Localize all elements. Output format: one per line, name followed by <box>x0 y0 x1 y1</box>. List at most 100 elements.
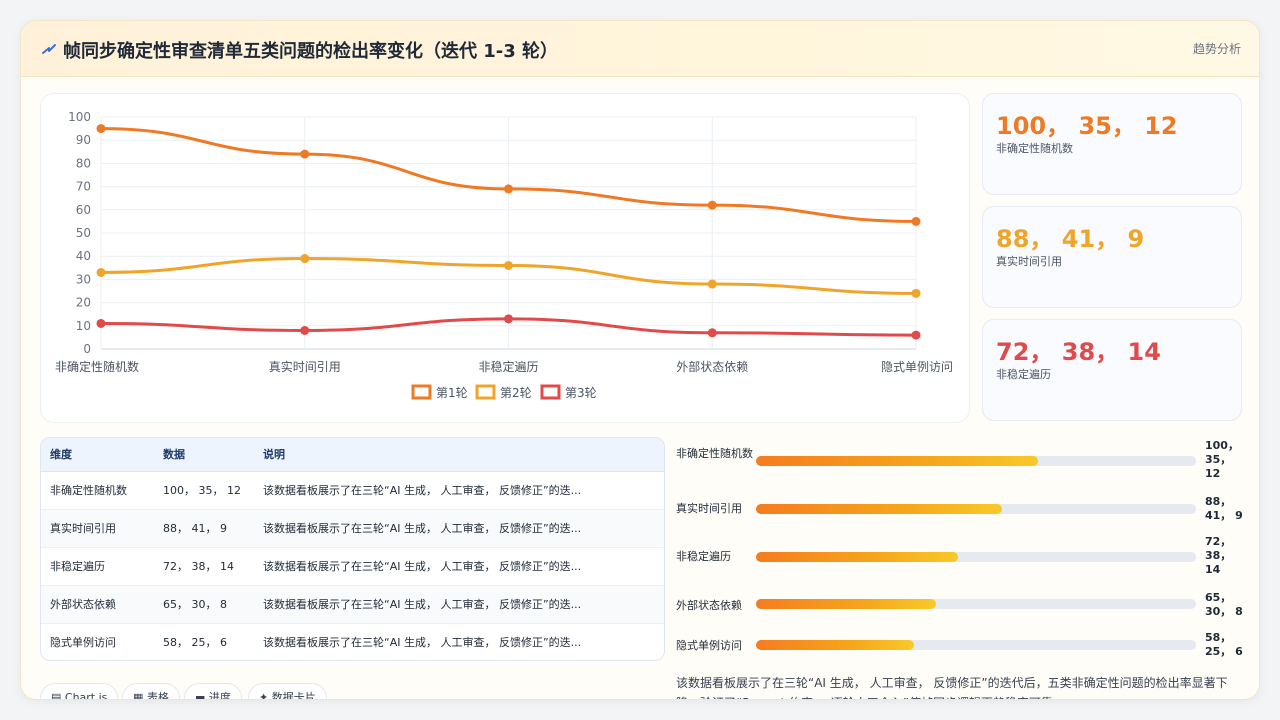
table-row: 外部状态依赖 65， 30， 8 该数据看板展示了在三轮“AI 生成， 人工审查… <box>41 585 664 624</box>
x-tick-label: 隐式单例访问 <box>881 360 953 374</box>
table-cell: 隐式单例访问 <box>50 636 116 650</box>
stat-label: 真实时间引用 <box>996 255 1062 268</box>
data-point <box>707 279 717 289</box>
progress-label: 外部状态依赖 <box>676 599 742 612</box>
progress-track <box>756 504 1196 514</box>
data-point <box>707 200 717 210</box>
progress-track <box>756 552 1196 562</box>
progress-row-random: 非确定性随机数 100， 35， 12 <box>676 439 1246 489</box>
y-tick-label: 30 <box>76 272 91 286</box>
progress-row-external: 外部状态依赖 65， 30， 8 <box>676 589 1246 625</box>
table-row: 非确定性随机数 100， 35， 12 该数据看板展示了在三轮“AI 生成， 人… <box>41 471 664 510</box>
y-tick-label: 90 <box>76 133 91 147</box>
chip-table[interactable]: ▦ 表格 <box>122 683 180 700</box>
data-point <box>96 124 106 134</box>
header-bar: 帧同步确定性审查清单五类问题的检出率变化（迭代 1-3 轮） 趋势分析 <box>21 21 1259 77</box>
table-cell: 该数据看板展示了在三轮“AI 生成， 人工审查， 反馈修正”的迭... <box>254 585 664 624</box>
progress-track <box>756 456 1196 466</box>
chip-label: 进度 <box>208 691 231 700</box>
table-cell: 88， 41， 9 <box>154 509 254 548</box>
table-header-row: 维度 数据 说明 <box>41 438 664 472</box>
progress-value: 88， 41， 9 <box>1205 495 1243 522</box>
table-cell: 该数据看板展示了在三轮“AI 生成， 人工审查， 反馈修正”的迭... <box>263 636 582 650</box>
table-cell: 外部状态依赖 <box>41 585 154 624</box>
data-point <box>96 318 106 328</box>
data-table: 维度 数据 说明 非确定性随机数 100， 35， 12 该数据看板展示了在三轮… <box>41 438 664 660</box>
table-row: 隐式单例访问 58， 25， 6 该数据看板展示了在三轮“AI 生成， 人工审查… <box>41 623 664 660</box>
progress-label: 非确定性随机数 <box>676 447 753 460</box>
y-tick-label: 40 <box>76 249 91 263</box>
data-point <box>911 330 921 340</box>
table-header-cell: 维度 <box>41 438 154 472</box>
table-row: 真实时间引用 88， 41， 9 该数据看板展示了在三轮“AI 生成， 人工审查… <box>41 509 664 548</box>
y-tick-label: 20 <box>76 296 91 310</box>
progress-label: 非稳定遍历 <box>676 550 731 563</box>
table-cell: 该数据看板展示了在三轮“AI 生成， 人工审查， 反馈修正”的迭... <box>254 509 664 548</box>
table-cell: 真实时间引用 <box>41 509 154 548</box>
data-point <box>300 254 310 264</box>
data-table-card: 维度 数据 说明 非确定性随机数 100， 35， 12 该数据看板展示了在三轮… <box>40 437 665 661</box>
progress-track <box>756 599 1196 609</box>
chip-icon: ▬ <box>195 691 209 700</box>
data-point <box>96 267 106 277</box>
table-row: 非稳定遍历 72， 38， 14 该数据看板展示了在三轮“AI 生成， 人工审查… <box>41 547 664 586</box>
x-tick-label: 外部状态依赖 <box>676 359 748 374</box>
chip-label: Chart.js <box>64 691 108 700</box>
stat-value: 100， 35， 12 <box>996 112 1178 140</box>
table-cell: 非确定性随机数 <box>41 471 154 510</box>
progress-fill <box>756 504 1003 514</box>
stat-label: 非确定性随机数 <box>996 142 1073 155</box>
table-cell: 该数据看板展示了在三轮“AI 生成， 人工审查， 反馈修正”的迭... <box>254 547 664 586</box>
table-cell: 该数据看板展示了在三轮“AI 生成， 人工审查， 反馈修正”的迭... <box>254 471 664 510</box>
progress-label: 隐式单例访问 <box>676 639 742 652</box>
table-cell: 72， 38， 14 <box>154 547 254 586</box>
table-cell: 非稳定遍历 <box>41 547 154 586</box>
data-point <box>911 288 921 298</box>
lightning-icon <box>42 44 56 54</box>
y-tick-label: 100 <box>68 110 91 124</box>
chip-label: 数据卡片 <box>271 691 316 700</box>
stat-value: 72， 38， 14 <box>996 338 1161 366</box>
progress-row-time: 真实时间引用 88， 41， 9 <box>676 495 1246 531</box>
stat-card-random: 100， 35， 12 非确定性随机数 <box>982 93 1242 195</box>
data-point <box>504 184 513 194</box>
table-cell: 65， 30， 8 <box>154 585 254 624</box>
data-point <box>707 328 717 338</box>
summary-text: 该数据看板展示了在三轮“AI 生成， 人工审查， 反馈修正”的迭代后，五类非确定… <box>676 676 1228 699</box>
legend-swatch <box>411 384 432 400</box>
progress-value: 100， 35， 12 <box>1205 439 1239 480</box>
chip-chartjs[interactable]: ▤ Chart.js <box>40 683 119 700</box>
table-cell: 100， 35， 12 <box>154 471 254 510</box>
progress-fill <box>756 552 959 562</box>
progress-value: 58， 25， 6 <box>1205 631 1243 658</box>
legend-label: 第3轮 <box>565 386 597 400</box>
x-tick-label: 非确定性随机数 <box>55 359 139 374</box>
progress-track <box>756 640 1196 650</box>
dashboard-panel: 帧同步确定性审查清单五类问题的检出率变化（迭代 1-3 轮） 趋势分析 0 10 2… <box>20 20 1260 700</box>
chip-icon: ✦ <box>259 691 272 700</box>
y-tick-label: 50 <box>76 226 91 240</box>
legend-label: 第1轮 <box>436 386 468 400</box>
chip-data-card[interactable]: ✦ 数据卡片 <box>248 683 327 700</box>
page-title: 帧同步确定性审查清单五类问题的检出率变化（迭代 1-3 轮） <box>63 41 559 62</box>
chip-icon: ▦ <box>133 691 147 700</box>
table-cell: 58， 25， 6 <box>163 636 227 650</box>
chip-progress[interactable]: ▬ 进度 <box>184 683 242 700</box>
table-header-cell: 说明 <box>254 438 664 472</box>
chip-icon: ▤ <box>51 691 65 700</box>
data-point <box>300 325 310 335</box>
line-chart-card: 0 10 20 30 40 50 60 70 80 90 100 非确定性随机数 真实时间引用 非稳定遍历… <box>40 93 970 423</box>
legend-label: 第2轮 <box>500 386 532 400</box>
trend-analysis-link[interactable]: 趋势分析 <box>1192 42 1241 56</box>
data-point <box>504 260 513 270</box>
progress-label: 真实时间引用 <box>676 502 742 515</box>
progress-value: 72， 38， 14 <box>1205 535 1232 576</box>
progress-fill <box>756 599 937 609</box>
legend-swatch <box>540 384 561 400</box>
y-tick-label: 60 <box>76 203 91 217</box>
y-tick-label: 10 <box>76 319 91 333</box>
data-point <box>911 216 921 226</box>
data-point <box>504 314 513 324</box>
table-header-cell: 数据 <box>154 438 254 472</box>
stat-card-traversal: 72， 38， 14 非稳定遍历 <box>982 319 1242 421</box>
